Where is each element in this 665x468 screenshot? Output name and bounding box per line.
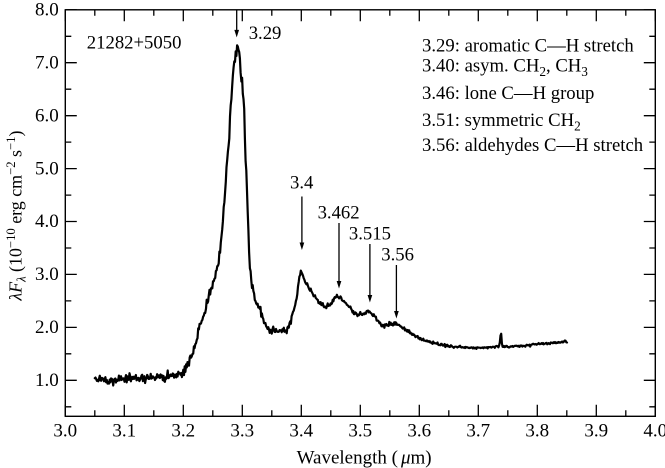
svg-text:3.5: 3.5: [348, 421, 372, 442]
svg-text:6.0: 6.0: [35, 105, 59, 126]
svg-text:4.0: 4.0: [35, 211, 59, 232]
svg-text:3.46: lone C—H group: 3.46: lone C—H group: [422, 83, 594, 104]
svg-text:3.2: 3.2: [171, 421, 195, 442]
svg-text:3.56: aldehydes C—H stretch: 3.56: aldehydes C—H stretch: [422, 135, 644, 156]
svg-text:7.0: 7.0: [35, 52, 59, 73]
svg-text:2.0: 2.0: [35, 317, 59, 338]
svg-text:3.515: 3.515: [349, 223, 391, 244]
svg-text:3.29: aromatic C—H stretch: 3.29: aromatic C—H stretch: [422, 35, 634, 56]
svg-text:1.0: 1.0: [35, 370, 59, 391]
svg-text:21282+5050: 21282+5050: [87, 33, 182, 54]
svg-text:3.4: 3.4: [289, 421, 313, 442]
svg-text:3.56: 3.56: [381, 244, 414, 265]
svg-text:3.29: 3.29: [249, 23, 282, 44]
svg-text:3.9: 3.9: [584, 421, 608, 442]
svg-text:3.0: 3.0: [53, 421, 77, 442]
svg-text:3.7: 3.7: [466, 421, 490, 442]
svg-text:λFλ (10−10 erg cm−2 s−1): λFλ (10−10 erg cm−2 s−1): [4, 130, 29, 301]
svg-text:3.0: 3.0: [35, 264, 59, 285]
svg-text:3.40: asym. CH2, CH3: 3.40: asym. CH2, CH3: [422, 56, 588, 80]
svg-text:3.3: 3.3: [230, 421, 254, 442]
svg-text:3.8: 3.8: [525, 421, 549, 442]
svg-text:4.0: 4.0: [643, 421, 665, 442]
svg-text:3.6: 3.6: [407, 421, 431, 442]
svg-text:3.51: symmetric CH2: 3.51: symmetric CH2: [422, 110, 581, 134]
svg-text:3.462: 3.462: [318, 202, 360, 223]
svg-text:5.0: 5.0: [35, 158, 59, 179]
svg-text:3.1: 3.1: [112, 421, 136, 442]
svg-text:8.0: 8.0: [35, 0, 59, 21]
svg-text:Wavelength (μm): Wavelength (μm): [297, 448, 432, 468]
svg-text:3.4: 3.4: [290, 172, 314, 193]
